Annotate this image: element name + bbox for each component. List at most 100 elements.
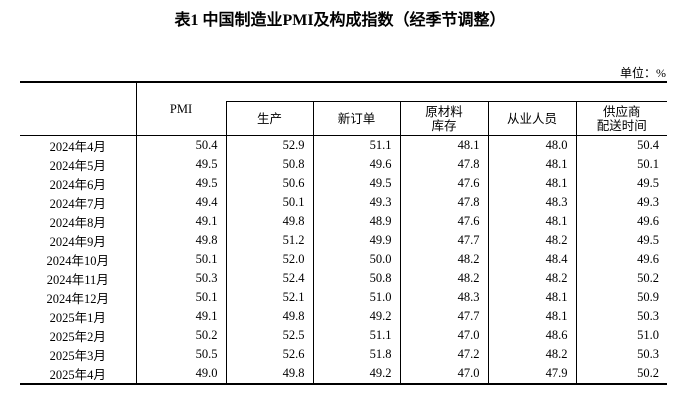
cell-supplier-delivery-time: 51.0 bbox=[575, 326, 667, 345]
cell-raw-material-inventory: 47.7 bbox=[399, 307, 488, 326]
corner-header bbox=[20, 82, 136, 136]
table-row: 2024年9月 49.8 51.2 49.9 47.7 48.2 49.5 bbox=[20, 231, 667, 250]
cell-raw-material-inventory: 47.8 bbox=[399, 155, 488, 174]
cell-employment: 47.9 bbox=[487, 364, 576, 384]
cell-employment: 48.2 bbox=[487, 269, 576, 288]
unit-label: 单位：% bbox=[620, 66, 666, 80]
header-supplier-delivery-time: 供应商 配送时间 bbox=[575, 101, 667, 136]
cell-new-orders: 50.8 bbox=[312, 269, 400, 288]
cell-supplier-delivery-time: 50.1 bbox=[575, 155, 667, 174]
cell-new-orders: 49.3 bbox=[312, 193, 400, 212]
cell-raw-material-inventory: 47.2 bbox=[399, 345, 488, 364]
cell-pmi: 50.1 bbox=[135, 250, 226, 269]
cell-production: 49.8 bbox=[225, 212, 313, 231]
cell-supplier-delivery-time: 49.6 bbox=[575, 250, 667, 269]
cell-new-orders: 51.1 bbox=[312, 135, 400, 155]
cell-production: 49.8 bbox=[225, 307, 313, 326]
table-row: 2025年1月 49.1 49.8 49.2 47.7 48.1 50.3 bbox=[20, 307, 667, 326]
cell-raw-material-inventory: 47.0 bbox=[399, 364, 488, 384]
pmi-table: PMI 生产 新订单 原材料 库存 从业人员 供应商 配送时间 2024年4月 50.… bbox=[20, 81, 667, 385]
cell-new-orders: 51.1 bbox=[312, 326, 400, 345]
cell-raw-material-inventory: 47.8 bbox=[399, 193, 488, 212]
cell-production: 51.2 bbox=[225, 231, 313, 250]
table-row: 2024年7月 49.4 50.1 49.3 47.8 48.3 49.3 bbox=[20, 193, 667, 212]
cell-month: 2025年1月 bbox=[49, 311, 106, 325]
cell-month: 2024年7月 bbox=[49, 197, 106, 211]
cell-employment: 48.2 bbox=[487, 231, 576, 250]
cell-production: 52.1 bbox=[225, 288, 313, 307]
header-pmi: PMI bbox=[135, 82, 226, 136]
header-production: 生产 bbox=[225, 101, 313, 136]
cell-production: 52.5 bbox=[225, 326, 313, 345]
cell-pmi: 49.0 bbox=[135, 364, 226, 384]
cell-pmi: 50.5 bbox=[135, 345, 226, 364]
cell-employment: 48.1 bbox=[487, 307, 576, 326]
cell-production: 52.4 bbox=[225, 269, 313, 288]
cell-new-orders: 49.5 bbox=[312, 174, 400, 193]
cell-month: 2024年6月 bbox=[49, 178, 106, 192]
cell-month: 2024年4月 bbox=[49, 140, 106, 154]
cell-pmi: 50.1 bbox=[135, 288, 226, 307]
table-row: 2024年6月 49.5 50.6 49.5 47.6 48.1 49.5 bbox=[20, 174, 667, 193]
table-row: 2024年10月 50.1 52.0 50.0 48.2 48.4 49.6 bbox=[20, 250, 667, 269]
cell-new-orders: 51.8 bbox=[312, 345, 400, 364]
cell-raw-material-inventory: 48.1 bbox=[399, 135, 488, 155]
table-row: 2024年11月 50.3 52.4 50.8 48.2 48.2 50.2 bbox=[20, 269, 667, 288]
cell-raw-material-inventory: 48.2 bbox=[399, 269, 488, 288]
cell-month: 2025年4月 bbox=[49, 368, 106, 382]
cell-month: 2024年9月 bbox=[49, 235, 106, 249]
cell-employment: 48.4 bbox=[487, 250, 576, 269]
table-row: 2024年8月 49.1 49.8 48.9 47.6 48.1 49.6 bbox=[20, 212, 667, 231]
cell-production: 52.6 bbox=[225, 345, 313, 364]
table-row: 2024年5月 49.5 50.8 49.6 47.8 48.1 50.1 bbox=[20, 155, 667, 174]
cell-production: 50.8 bbox=[225, 155, 313, 174]
cell-new-orders: 51.0 bbox=[312, 288, 400, 307]
cell-raw-material-inventory: 47.7 bbox=[399, 231, 488, 250]
header-raw-material-inventory: 原材料 库存 bbox=[399, 101, 488, 136]
cell-supplier-delivery-time: 49.5 bbox=[575, 231, 667, 250]
cell-supplier-delivery-time: 49.5 bbox=[575, 174, 667, 193]
cell-pmi: 49.5 bbox=[135, 155, 226, 174]
cell-new-orders: 49.6 bbox=[312, 155, 400, 174]
cell-raw-material-inventory: 48.2 bbox=[399, 250, 488, 269]
cell-pmi: 49.8 bbox=[135, 231, 226, 250]
cell-employment: 48.1 bbox=[487, 174, 576, 193]
cell-month: 2024年10月 bbox=[46, 254, 109, 268]
cell-supplier-delivery-time: 49.3 bbox=[575, 193, 667, 212]
cell-month: 2025年2月 bbox=[49, 330, 106, 344]
cell-employment: 48.1 bbox=[487, 212, 576, 231]
cell-month: 2024年8月 bbox=[49, 216, 106, 230]
cell-month: 2024年11月 bbox=[46, 273, 109, 287]
cell-supplier-delivery-time: 50.9 bbox=[575, 288, 667, 307]
cell-month: 2025年3月 bbox=[49, 349, 106, 363]
cell-pmi: 49.4 bbox=[135, 193, 226, 212]
cell-production: 52.9 bbox=[225, 135, 313, 155]
cell-new-orders: 49.2 bbox=[312, 307, 400, 326]
cell-employment: 48.1 bbox=[487, 155, 576, 174]
cell-month: 2024年12月 bbox=[46, 292, 109, 306]
cell-production: 50.6 bbox=[225, 174, 313, 193]
header-new-orders: 新订单 bbox=[312, 101, 400, 136]
table-title: 表1 中国制造业PMI及构成指数（经季节调整） bbox=[174, 12, 506, 29]
cell-employment: 48.3 bbox=[487, 193, 576, 212]
cell-raw-material-inventory: 48.3 bbox=[399, 288, 488, 307]
cell-production: 49.8 bbox=[225, 364, 313, 384]
cell-raw-material-inventory: 47.0 bbox=[399, 326, 488, 345]
cell-pmi: 50.2 bbox=[135, 326, 226, 345]
cell-supplier-delivery-time: 50.2 bbox=[575, 364, 667, 384]
cell-pmi: 49.1 bbox=[135, 307, 226, 326]
cell-supplier-delivery-time: 50.3 bbox=[575, 345, 667, 364]
cell-production: 52.0 bbox=[225, 250, 313, 269]
table-row: 2025年4月 49.0 49.8 49.2 47.0 47.9 50.2 bbox=[20, 364, 667, 384]
cell-employment: 48.0 bbox=[487, 135, 576, 155]
cell-new-orders: 49.2 bbox=[312, 364, 400, 384]
cell-new-orders: 50.0 bbox=[312, 250, 400, 269]
cell-supplier-delivery-time: 50.4 bbox=[575, 135, 667, 155]
cell-pmi: 50.3 bbox=[135, 269, 226, 288]
header-employment: 从业人员 bbox=[487, 101, 576, 136]
cell-employment: 48.1 bbox=[487, 288, 576, 307]
cell-pmi: 49.1 bbox=[135, 212, 226, 231]
cell-supplier-delivery-time: 50.2 bbox=[575, 269, 667, 288]
cell-pmi: 49.5 bbox=[135, 174, 226, 193]
cell-production: 50.1 bbox=[225, 193, 313, 212]
